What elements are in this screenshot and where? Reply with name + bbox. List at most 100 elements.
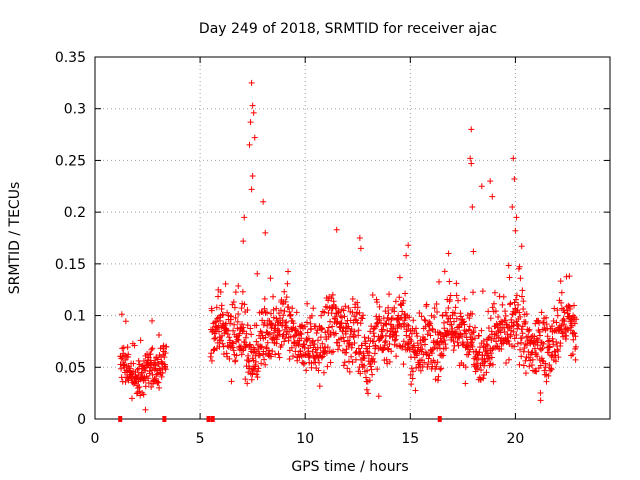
data-point	[543, 378, 550, 385]
data-point	[289, 305, 296, 312]
data-point	[281, 338, 288, 345]
data-point	[537, 362, 544, 369]
data-point	[507, 300, 514, 307]
data-point	[283, 318, 290, 325]
data-point	[226, 334, 233, 341]
data-point	[454, 339, 461, 346]
data-point	[258, 343, 265, 350]
data-point	[305, 335, 312, 342]
data-point	[413, 364, 420, 371]
data-point	[470, 328, 477, 335]
data-point	[516, 361, 523, 368]
data-point	[419, 346, 426, 353]
data-point	[234, 318, 241, 325]
data-point	[421, 316, 428, 323]
data-point	[261, 320, 268, 327]
data-point	[512, 227, 519, 234]
data-point	[288, 344, 295, 351]
data-point	[389, 315, 396, 322]
data-point	[251, 367, 258, 374]
data-point	[248, 376, 255, 383]
data-point	[483, 369, 490, 376]
data-point	[350, 334, 357, 341]
data-point	[310, 305, 317, 312]
data-point	[324, 328, 331, 335]
data-point	[313, 330, 320, 337]
data-point	[418, 313, 425, 320]
data-point	[505, 338, 512, 345]
data-point	[220, 343, 227, 350]
data-point	[422, 336, 429, 343]
data-point	[466, 315, 473, 322]
data-point	[443, 332, 450, 339]
data-point	[440, 352, 447, 359]
data-point	[452, 304, 459, 311]
data-point	[272, 351, 279, 358]
data-point	[446, 278, 453, 285]
data-point	[572, 343, 579, 350]
data-point	[254, 270, 261, 277]
data-point	[275, 350, 282, 357]
data-point	[445, 250, 452, 257]
data-point	[392, 336, 399, 343]
data-point	[213, 345, 220, 352]
data-point	[544, 333, 551, 340]
data-point	[468, 160, 475, 167]
data-point	[154, 379, 161, 386]
data-point	[367, 328, 374, 335]
data-point	[249, 370, 256, 377]
data-point	[424, 331, 431, 338]
data-point	[367, 363, 374, 370]
data-point	[213, 318, 220, 325]
data-point	[366, 377, 373, 384]
data-point	[450, 318, 457, 325]
data-point	[278, 342, 285, 349]
data-point	[445, 305, 452, 312]
data-point	[141, 365, 148, 372]
data-point	[270, 306, 277, 313]
data-point	[533, 368, 540, 375]
gap-marker	[118, 416, 123, 422]
data-point	[500, 293, 507, 300]
data-point	[572, 333, 579, 340]
data-point	[247, 119, 254, 126]
data-point	[533, 350, 540, 357]
data-point	[241, 301, 248, 308]
data-point	[546, 337, 553, 344]
data-point	[348, 353, 355, 360]
data-point	[317, 334, 324, 341]
gap-marker	[162, 416, 167, 422]
data-point	[301, 360, 308, 367]
data-point	[424, 364, 431, 371]
data-point	[340, 362, 347, 369]
gap-marker	[206, 416, 211, 422]
y-tick-label: 0	[77, 412, 86, 428]
data-point	[220, 311, 227, 318]
data-point	[526, 326, 533, 333]
data-point	[355, 327, 362, 334]
data-point	[557, 278, 564, 285]
data-point	[208, 307, 215, 314]
data-point	[374, 366, 381, 373]
data-point	[478, 327, 485, 334]
data-point	[469, 310, 476, 317]
data-point	[511, 335, 518, 342]
data-point	[525, 327, 532, 334]
data-point	[162, 363, 169, 370]
data-point	[361, 355, 368, 362]
data-point	[251, 134, 258, 141]
data-point	[137, 337, 144, 344]
data-point	[211, 335, 218, 342]
data-point	[497, 329, 504, 336]
data-point	[431, 305, 438, 312]
data-point	[360, 312, 367, 319]
data-point	[557, 340, 564, 347]
data-point	[475, 332, 482, 339]
data-point	[363, 386, 370, 393]
data-point	[433, 300, 440, 307]
data-point	[239, 321, 246, 328]
data-point	[375, 393, 382, 400]
data-point	[549, 335, 556, 342]
data-point	[267, 275, 274, 282]
